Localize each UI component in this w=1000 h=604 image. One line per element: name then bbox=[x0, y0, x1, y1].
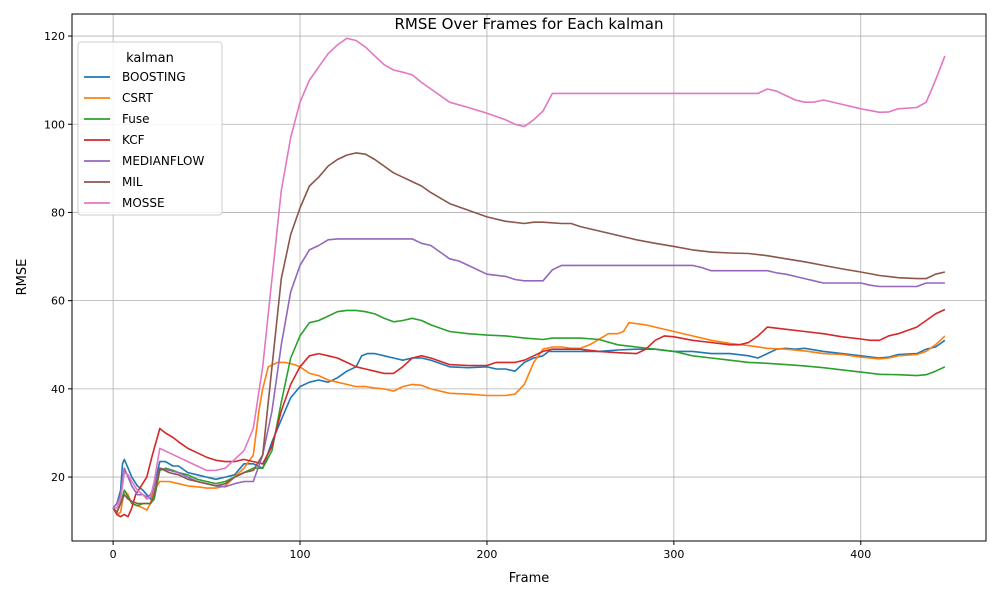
chart-title: RMSE Over Frames for Each kalman bbox=[395, 15, 664, 33]
y-tick-label: 120 bbox=[44, 30, 65, 43]
series-line-kcf bbox=[112, 308, 946, 518]
y-axis-label: RMSE bbox=[15, 259, 30, 296]
legend-label-mil: MIL bbox=[122, 175, 143, 189]
x-tick-label: 400 bbox=[850, 548, 871, 561]
y-tick-label: 100 bbox=[44, 118, 65, 131]
x-tick-label: 100 bbox=[290, 548, 311, 561]
legend-label-boosting: BOOSTING bbox=[122, 70, 186, 84]
legend-box bbox=[77, 41, 223, 216]
legend-label-medianflow: MEDIANFLOW bbox=[122, 154, 205, 168]
series-line-boosting bbox=[112, 339, 946, 509]
legend-title: kalman bbox=[126, 51, 174, 66]
legend-label-kcf: KCF bbox=[122, 133, 145, 147]
legend-label-mosse: MOSSE bbox=[122, 196, 165, 210]
legend-label-csrt: CSRT bbox=[122, 91, 153, 105]
axis-ticks: 0 100 200 300 400 20 40 60 80 100 120 bbox=[44, 30, 871, 561]
y-tick-label: 40 bbox=[51, 383, 65, 396]
x-tick-label: 300 bbox=[663, 548, 684, 561]
plot-frame bbox=[71, 13, 987, 542]
x-tick-label: 200 bbox=[476, 548, 497, 561]
series-line-csrt bbox=[112, 321, 946, 516]
legend-label-fuse: Fuse bbox=[122, 112, 150, 126]
grid bbox=[72, 14, 986, 541]
y-tick-label: 60 bbox=[51, 295, 65, 308]
series-lines bbox=[112, 37, 946, 518]
x-tick-label: 0 bbox=[110, 548, 117, 561]
y-tick-label: 20 bbox=[51, 471, 65, 484]
legend: kalman BOOSTING CSRT Fuse KCF MEDIANFLOW MIL M… bbox=[77, 41, 223, 216]
y-tick-label: 80 bbox=[51, 206, 65, 219]
series-line-mosse bbox=[113, 37, 946, 509]
series-line-medianflow bbox=[112, 238, 945, 509]
x-axis-label: Frame bbox=[509, 571, 550, 586]
series-line-mil bbox=[112, 152, 946, 514]
